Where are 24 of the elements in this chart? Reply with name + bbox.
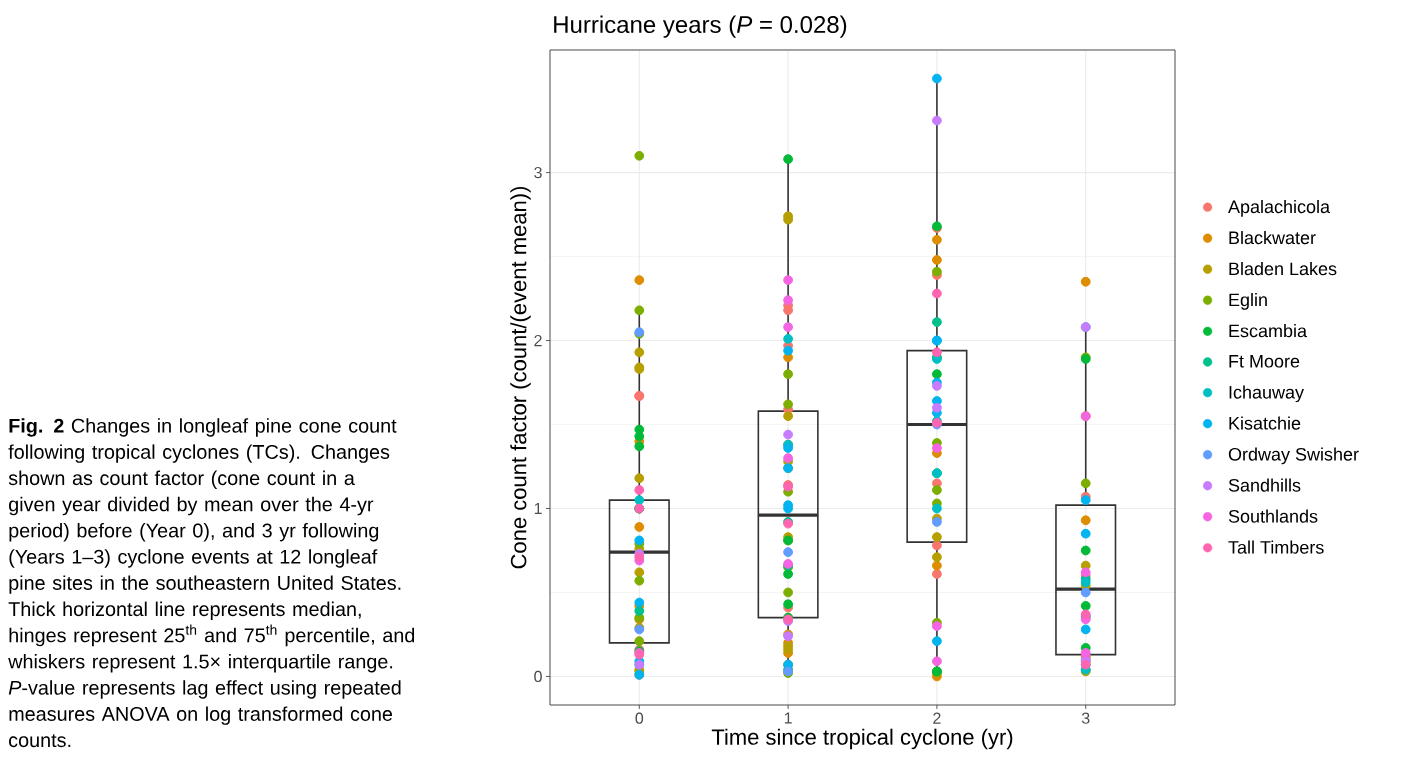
y-tick-label: 0: [534, 670, 542, 683]
y-axis-title: Cone count factor (count/(event mean)): [510, 186, 531, 569]
legend-label: Ordway Swisher: [1228, 447, 1359, 465]
legend-label: Bladen Lakes: [1229, 261, 1337, 276]
legend-label: Tall Timbers: [1228, 540, 1324, 554]
y-tick-label: 3: [534, 166, 542, 179]
x-tick-label: 1: [784, 712, 792, 724]
legend-label: Ft Moore: [1229, 355, 1300, 368]
text: Fig. 2 Changes in longleaf pine cone count following tropical cyclones (TCs). Changes shown as count factor (cone count in a given year divided by mean over the 4-yr period) before (Year 0), and 3 yr following (Years 1–3) cyclone events at 12 longleaf pine sites in the southeastern United States. Thick horizontal line represents median, hinges represent 25$^{th}$ and 75$^{th}$ percentile, and whiskers represent 1.5× interquartile range. P-value represents lag effect using repeated measures ANOVA on log transformed cone counts.: [8, 418, 415, 748]
legend-label: Sandhills: [1228, 478, 1301, 492]
y-tick-label: 1: [534, 502, 542, 514]
legend-label: Apalachicola: [1228, 199, 1331, 217]
legend-label: Eglin: [1229, 293, 1267, 310]
chart-title: Hurricane years (P = 0.028): [554, 15, 847, 38]
x-tick-label: 3: [1081, 712, 1090, 724]
legend-label: Kisatchie: [1229, 416, 1301, 430]
legend-label: Southlands: [1228, 509, 1318, 523]
x-tick-label: 2: [933, 712, 941, 724]
legend-label: Ichauway: [1229, 385, 1304, 403]
legend-label: Blackwater: [1229, 230, 1316, 245]
x-axis-title: Time since tropical cyclone (yr): [711, 728, 1013, 750]
x-tick-label: 0: [635, 712, 644, 724]
legend-label: Escambia: [1229, 324, 1308, 338]
y-tick-label: 2: [534, 334, 542, 347]
